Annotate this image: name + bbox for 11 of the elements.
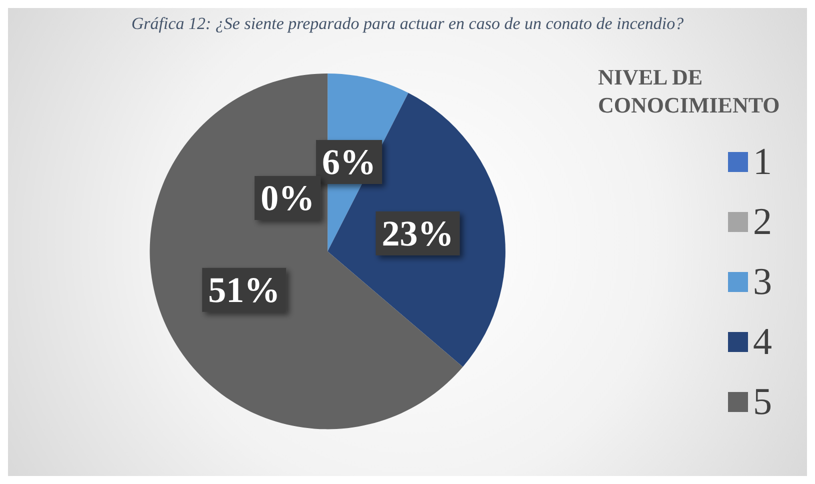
legend-label: 4 (753, 321, 772, 363)
data-label: 6% (322, 142, 376, 182)
legend-label: 2 (753, 201, 772, 243)
legend-label: 5 (753, 381, 772, 423)
legend-label: 1 (753, 141, 772, 183)
text: 0% (260, 178, 315, 218)
legend-title: NIVEL DE CONOCIMIENTO (598, 64, 780, 118)
data-label: 51% (208, 270, 280, 310)
legend-label: 3 (753, 261, 772, 303)
chart-title: Gráfica 12: ¿Se siente preparado para actuar en caso de un conato de incendio? (131, 14, 684, 33)
data-label: 23% (382, 213, 454, 254)
